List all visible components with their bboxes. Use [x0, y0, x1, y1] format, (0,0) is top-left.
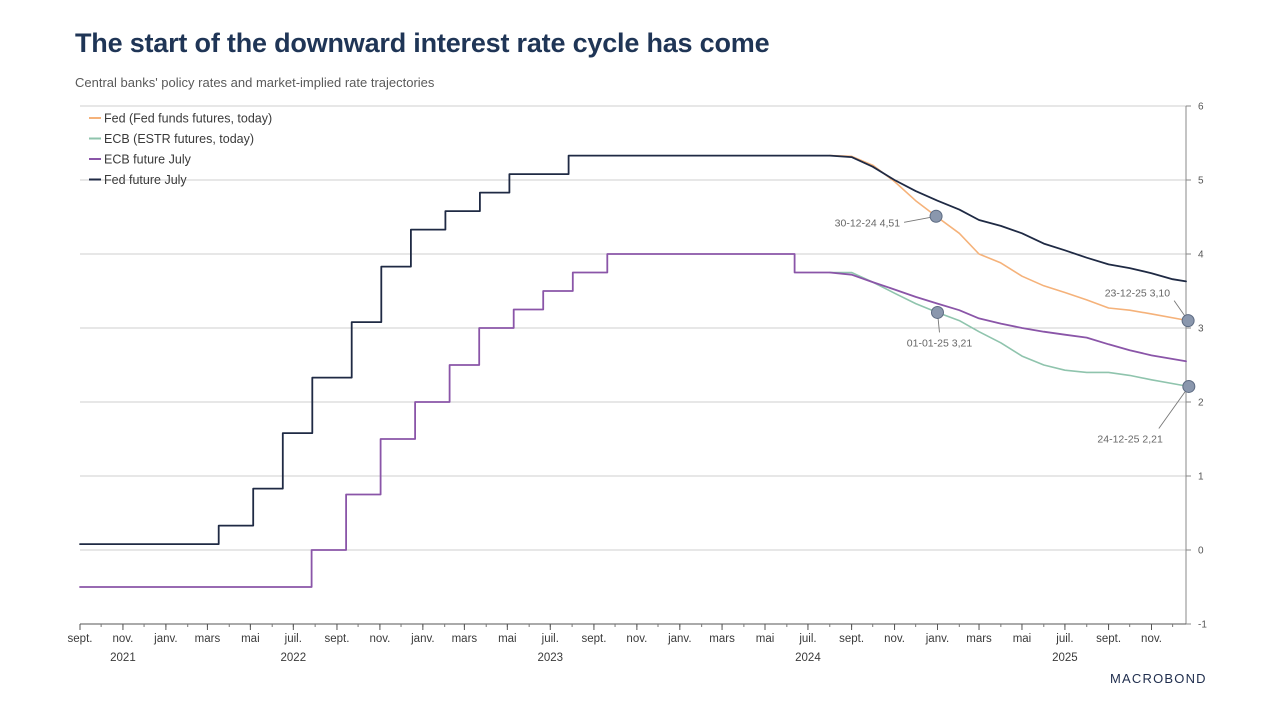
rate-chart: -1 0 1 2 3 4 5 6 sept. nov. 2021 janv. mars mai juil. 2…	[68, 102, 1208, 665]
ytick-label: 5	[1198, 176, 1204, 187]
xtick-label: janv.	[410, 633, 434, 645]
xtick-label: janv.	[153, 633, 177, 645]
xtick-label: juil.	[541, 633, 559, 645]
annotations: 30-12-24 4,51 01-01-25 3,21 23-12-25 3,10 2…	[835, 209, 1196, 445]
annotation-marker	[930, 305, 944, 319]
series-lines	[79, 154, 1190, 588]
xtick-label: juil.	[284, 633, 302, 645]
xtick-label: juil.	[1055, 633, 1073, 645]
axes: -1 0 1 2 3 4 5 6 sept. nov. 2021 janv. mars mai juil. 2…	[68, 102, 1208, 665]
annotation-marker	[1181, 314, 1195, 328]
annotation-label: 30-12-24 4,51	[835, 217, 901, 229]
xtick-label: mai	[756, 633, 775, 645]
annotation-label: 23-12-25 3,10	[1105, 288, 1171, 300]
xtick-year-label: 2021	[110, 652, 136, 664]
xtick-label: mars	[452, 633, 478, 645]
series-line-4	[79, 154, 1187, 545]
legend-label-4: Fed future July	[104, 173, 187, 187]
chart-subtitle: Central banks' policy rates and market-i…	[75, 75, 435, 90]
xtick-year-label: 2023	[537, 652, 563, 664]
xtick-label: mars	[966, 633, 992, 645]
xtick-label: sept.	[839, 633, 864, 645]
ytick-label: -1	[1198, 620, 1207, 631]
xtick-label: janv.	[925, 633, 949, 645]
annotation-leader	[1158, 386, 1190, 429]
xtick-label: mai	[498, 633, 517, 645]
macrobond-logo: MACROBOND	[1110, 671, 1207, 686]
xtick-label: sept.	[1096, 633, 1121, 645]
annotation-label: 24-12-25 2,21	[1097, 433, 1163, 445]
xtick-label: nov.	[369, 633, 390, 645]
series-line-2	[828, 271, 1190, 388]
xtick-label: mars	[195, 633, 221, 645]
xtick-label: nov.	[884, 633, 905, 645]
ytick-label: 2	[1198, 398, 1204, 409]
annotation-marker	[929, 209, 943, 223]
annotation-marker	[1182, 379, 1196, 393]
xtick-year-label: 2024	[795, 652, 821, 664]
xtick-label: mars	[709, 633, 735, 645]
xtick-label: janv.	[667, 633, 691, 645]
annotation-label: 01-01-25 3,21	[907, 337, 973, 349]
xtick-label: nov.	[1141, 633, 1162, 645]
xtick-label: sept.	[581, 633, 606, 645]
ytick-label: 0	[1198, 546, 1204, 557]
ytick-label: 1	[1198, 472, 1204, 483]
xtick-year-label: 2025	[1052, 652, 1078, 664]
legend-label-3: ECB future July	[104, 153, 192, 167]
grid-lines	[80, 105, 1186, 625]
xtick-label: mai	[1013, 633, 1032, 645]
ytick-label: 4	[1198, 250, 1204, 261]
legend: Fed (Fed funds futures, today) ECB (ESTR …	[89, 112, 272, 187]
xtick-label: sept.	[68, 633, 93, 645]
xtick-year-label: 2022	[281, 652, 307, 664]
legend-label-2: ECB (ESTR futures, today)	[104, 132, 254, 146]
chart-title: The start of the downward interest rate …	[75, 28, 770, 58]
ytick-label: 6	[1198, 102, 1204, 113]
xtick-label: sept.	[324, 633, 349, 645]
legend-label-1: Fed (Fed funds futures, today)	[104, 112, 272, 126]
xtick-label: mai	[241, 633, 260, 645]
xtick-label: nov.	[112, 633, 133, 645]
xtick-label: nov.	[626, 633, 647, 645]
series-line-3	[79, 253, 1187, 588]
xtick-label: juil.	[798, 633, 816, 645]
ytick-label: 3	[1198, 324, 1204, 335]
